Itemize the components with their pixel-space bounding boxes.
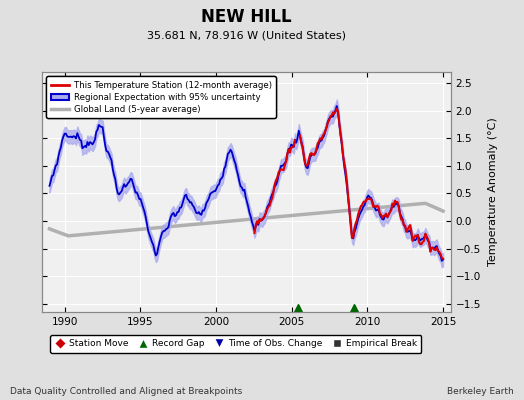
Text: Data Quality Controlled and Aligned at Breakpoints: Data Quality Controlled and Aligned at B… (10, 387, 243, 396)
Text: Berkeley Earth: Berkeley Earth (447, 387, 514, 396)
Text: 35.681 N, 78.916 W (United States): 35.681 N, 78.916 W (United States) (147, 30, 346, 40)
Y-axis label: Temperature Anomaly (°C): Temperature Anomaly (°C) (488, 118, 498, 266)
Legend: Station Move, Record Gap, Time of Obs. Change, Empirical Break: Station Move, Record Gap, Time of Obs. C… (50, 335, 421, 353)
Text: NEW HILL: NEW HILL (201, 8, 291, 26)
Legend: This Temperature Station (12-month average), Regional Expectation with 95% uncer: This Temperature Station (12-month avera… (46, 76, 276, 118)
